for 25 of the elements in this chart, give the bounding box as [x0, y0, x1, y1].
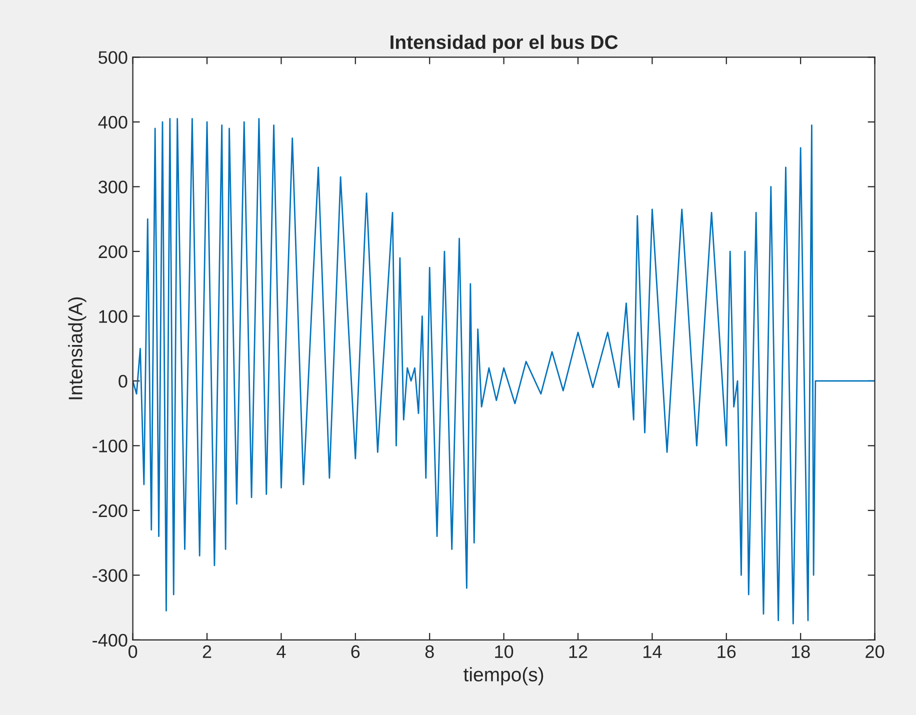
- chart-title: Intensidad por el bus DC: [390, 34, 618, 53]
- x-tick-label: 18: [792, 645, 810, 658]
- y-tick-label: -400: [92, 634, 128, 647]
- x-tick-label: 10: [495, 645, 514, 658]
- y-tick-label: -200: [92, 504, 128, 518]
- x-tick-label: 14: [644, 645, 662, 658]
- x-tick-label: 12: [569, 645, 588, 658]
- line-series: [132, 118, 875, 624]
- y-tick-label: 200: [98, 245, 128, 258]
- x-tick-label: 4: [276, 645, 286, 658]
- x-tick-label: 0: [128, 645, 138, 658]
- y-axis-title: Intensiad(A): [68, 297, 86, 400]
- x-tick-label: 2: [202, 645, 212, 658]
- x-tick-label: 8: [425, 645, 434, 658]
- y-tick-label: -100: [92, 440, 128, 452]
- y-tick-label: 500: [98, 51, 128, 64]
- y-tick-label: 100: [99, 310, 128, 323]
- x-tick-label: 16: [718, 645, 736, 658]
- y-tick-label: -300: [92, 569, 128, 582]
- x-tick-label: 20: [866, 645, 884, 658]
- x-axis-title: tiempo(s): [464, 667, 544, 686]
- y-tick-label: 300: [98, 180, 128, 194]
- y-tick-label: 400: [98, 116, 128, 129]
- y-tick-label: 0: [118, 374, 128, 388]
- x-tick-label: 6: [351, 645, 360, 658]
